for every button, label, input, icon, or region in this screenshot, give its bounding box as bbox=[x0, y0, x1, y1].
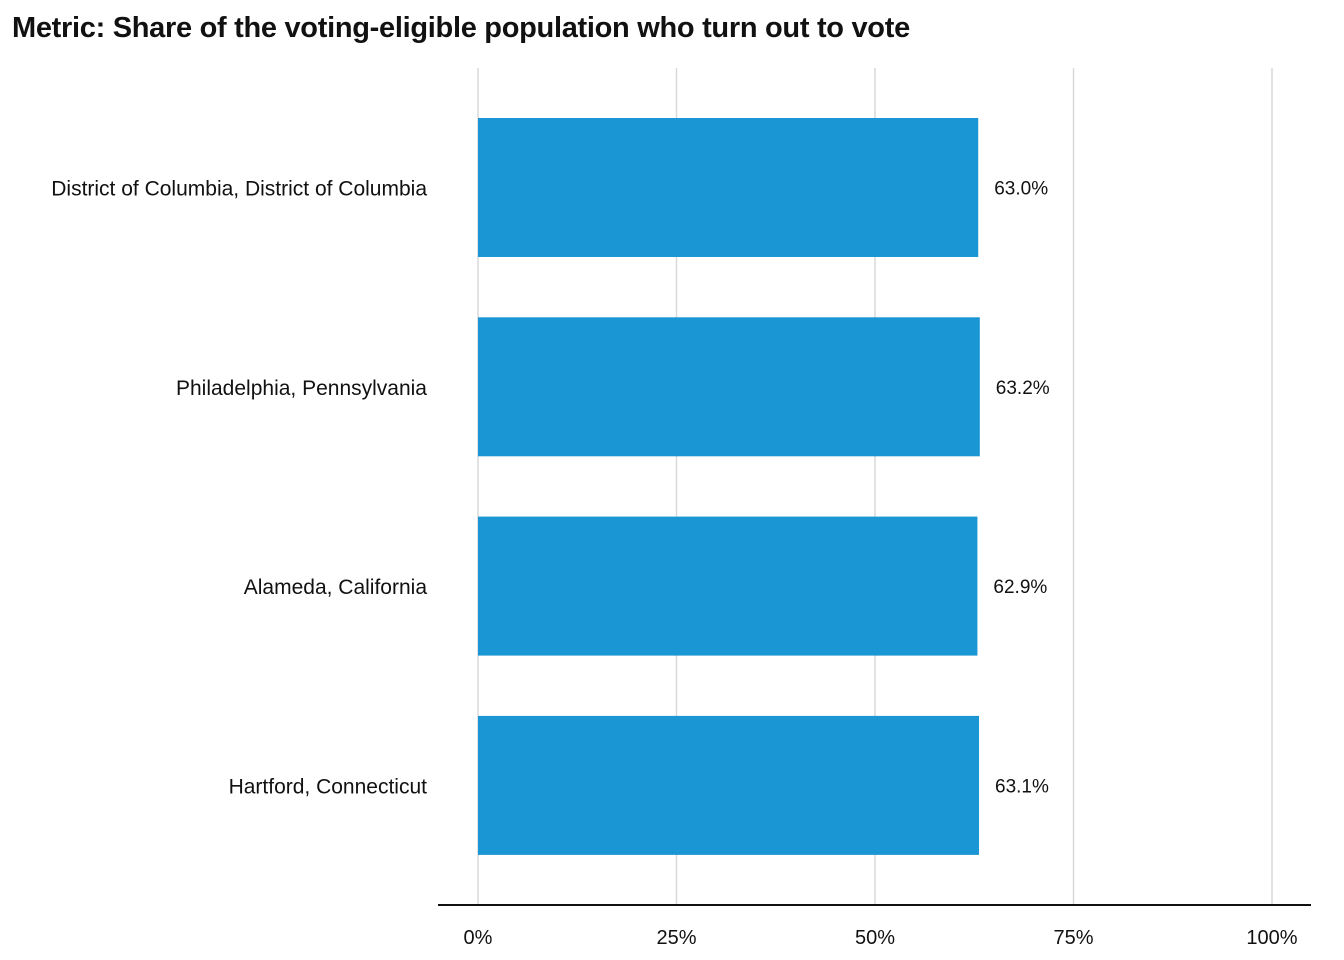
x-tick-label: 100% bbox=[1246, 927, 1297, 949]
bar-value-label: 63.2% bbox=[996, 378, 1050, 399]
bar-value-label: 62.9% bbox=[993, 577, 1047, 598]
bar bbox=[478, 517, 977, 656]
x-tick-labels: 0% 25% 50% 75% 100% bbox=[464, 927, 1298, 949]
bar bbox=[478, 716, 979, 855]
category-label: Alameda, California bbox=[244, 576, 428, 599]
category-label: District of Columbia, District of Columb… bbox=[51, 178, 427, 201]
bars bbox=[478, 118, 980, 855]
category-labels: District of Columbia, District of Columb… bbox=[51, 178, 427, 799]
bar-value-label: 63.1% bbox=[995, 776, 1049, 797]
category-label: Hartford, Connecticut bbox=[229, 775, 428, 798]
bar bbox=[478, 118, 978, 257]
x-tick-label: 25% bbox=[656, 927, 696, 949]
bar-value-label: 63.0% bbox=[994, 179, 1048, 200]
x-tick-label: 75% bbox=[1053, 927, 1093, 949]
bar bbox=[478, 317, 980, 456]
category-label: Philadelphia, Pennsylvania bbox=[176, 377, 427, 400]
x-tick-label: 50% bbox=[855, 927, 895, 949]
value-labels: 63.0% 63.2% 62.9% 63.1% bbox=[993, 179, 1049, 798]
x-tick-label: 0% bbox=[464, 927, 493, 949]
